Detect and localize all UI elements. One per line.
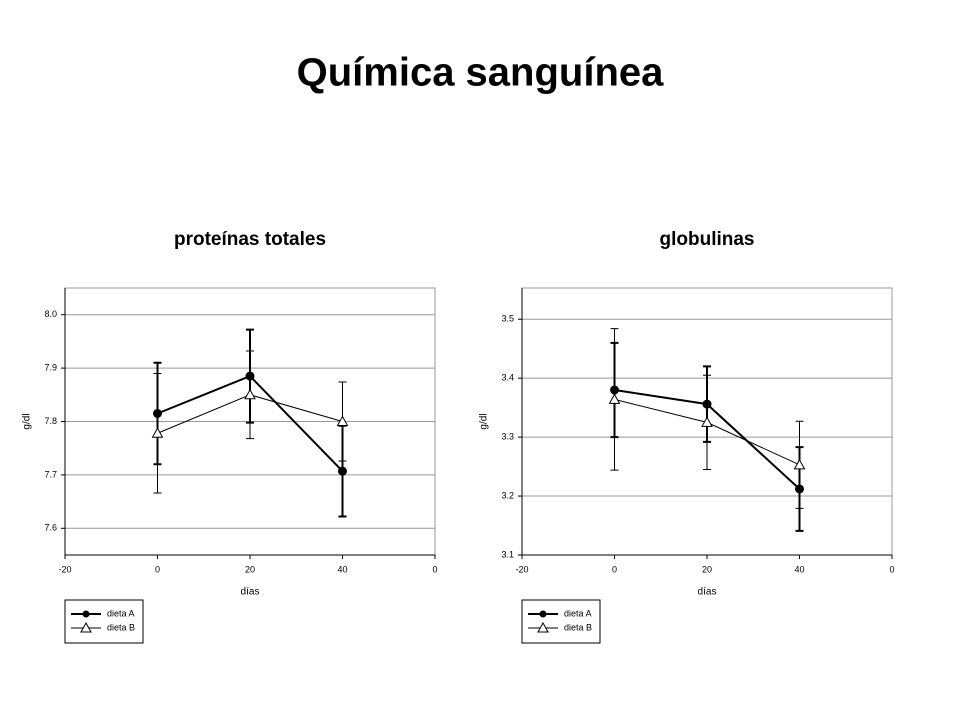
x-axis-label: días <box>698 587 717 598</box>
legend-label: dieta A <box>107 608 135 618</box>
legend-label: dieta A <box>564 608 592 618</box>
y-tick-label: 3.4 <box>501 373 514 383</box>
x-tick-label: 20 <box>245 564 255 574</box>
x-tick-label: 0 <box>155 564 160 574</box>
legend-marker <box>82 610 90 618</box>
y-tick-label: 3.2 <box>501 490 514 500</box>
point <box>151 427 164 438</box>
legend-box <box>521 599 601 644</box>
legend-label: dieta B <box>564 622 592 632</box>
chart-title: globulinas <box>660 229 755 250</box>
x-tick-label: 40 <box>337 564 347 574</box>
point <box>793 458 806 470</box>
legend-marker <box>539 610 547 618</box>
slide-title: Química sanguínea <box>297 51 665 95</box>
point <box>244 388 256 400</box>
point <box>701 416 713 427</box>
chart: globulinas 3.1 3.2 3.3 3.4 3.5 -20 0 20 40 0 días g/… <box>479 229 895 644</box>
y-tick-label: 7.9 <box>44 362 57 372</box>
point <box>338 466 347 476</box>
y-tick-label: 7.7 <box>44 469 57 479</box>
x-tick-label: -20 <box>58 564 71 574</box>
legend-label: dieta B <box>107 622 135 632</box>
point <box>608 393 621 404</box>
chart-title: proteínas totales <box>174 229 326 250</box>
x-tick-label: 0 <box>889 564 894 574</box>
legend-marker <box>80 621 92 633</box>
y-tick-label: 7.8 <box>44 416 57 426</box>
x-tick-label: 0 <box>612 564 617 574</box>
y-axis-label: g/dl <box>22 413 33 429</box>
x-tick-label: -20 <box>515 564 528 574</box>
x-tick-label: 20 <box>702 564 712 574</box>
legend-marker <box>537 621 549 633</box>
x-tick-label: 40 <box>794 564 804 574</box>
point <box>336 415 349 426</box>
legend-box <box>64 599 144 644</box>
chart: proteínas totales 7.6 7.7 7.8 7.9 8.0 -20 0 20 40… <box>22 229 438 644</box>
y-tick-label: 3.5 <box>501 314 514 324</box>
y-axis-label: g/dl <box>479 413 490 429</box>
x-axis-label: días <box>241 587 260 598</box>
y-tick-label: 3.1 <box>501 549 514 559</box>
x-tick-label: 0 <box>432 564 437 574</box>
y-tick-label: 3.3 <box>501 431 514 441</box>
y-tick-label: 8.0 <box>44 309 57 319</box>
y-tick-label: 7.6 <box>44 523 57 533</box>
